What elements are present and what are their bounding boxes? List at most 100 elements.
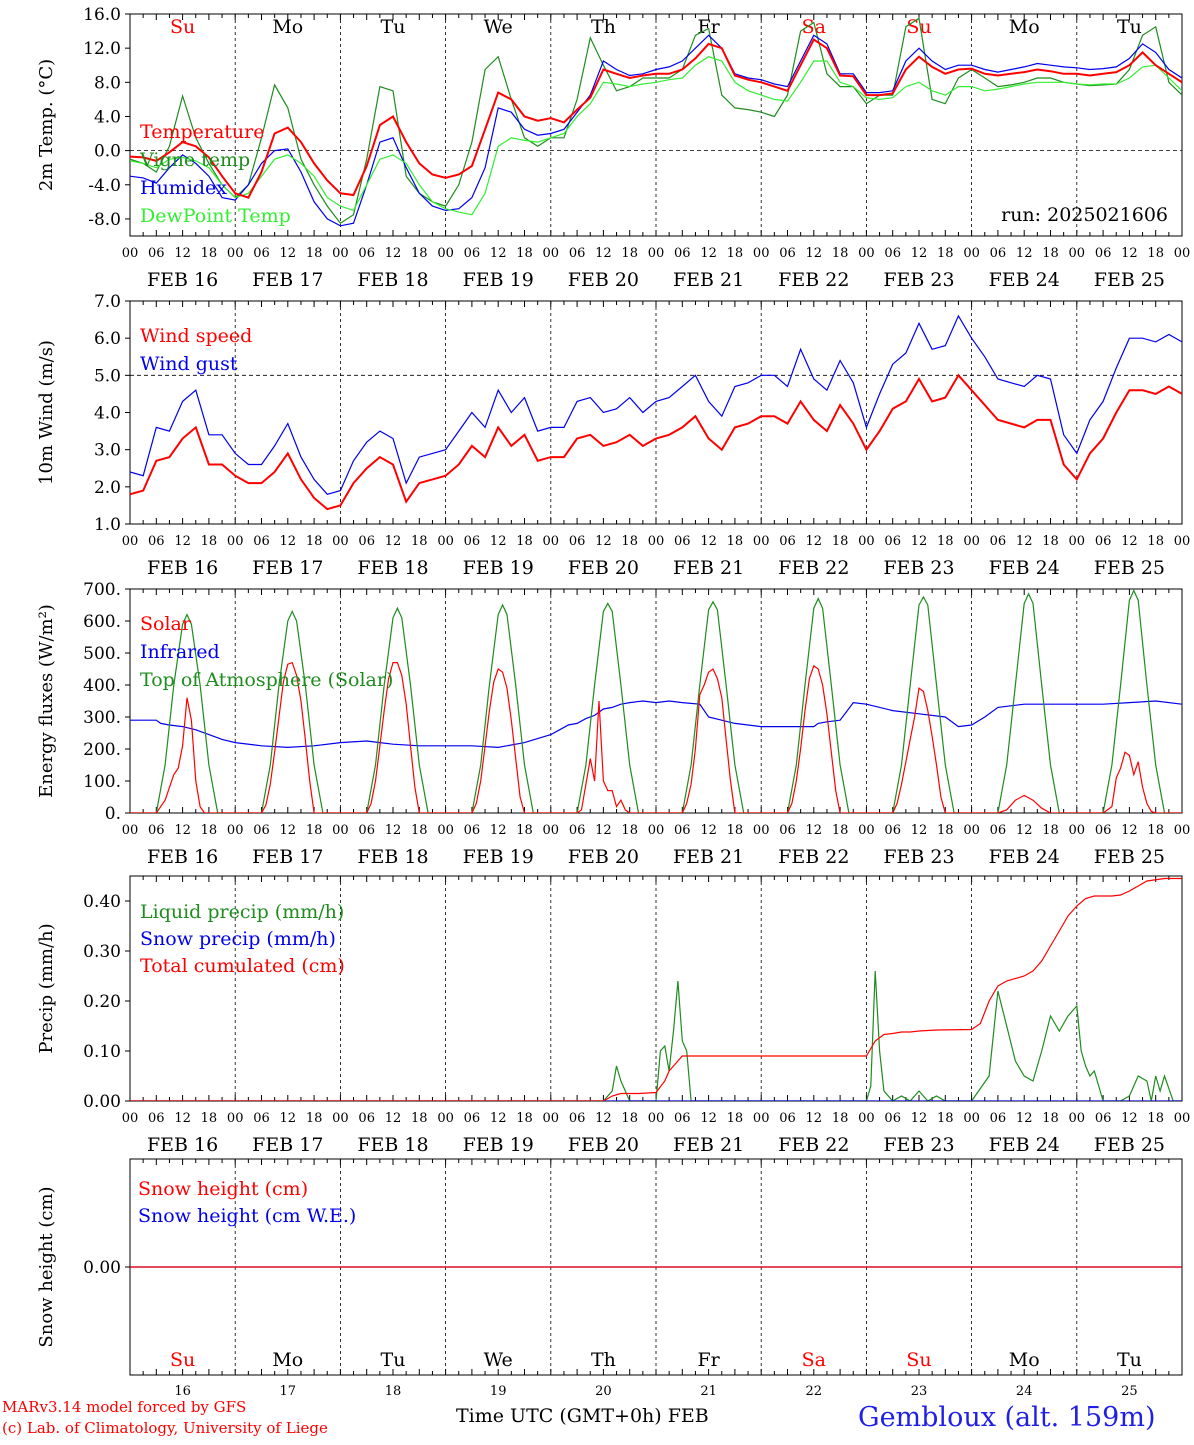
panel-frame [129,300,1183,525]
x-hour-label: 06 [464,534,481,549]
x-hour-label: 12 [911,246,928,261]
x-hour-label: 06 [569,246,586,261]
x-hour-label: 00 [753,1111,770,1126]
y-tick-label: 6.0 [94,329,121,349]
x-hour-label: 06 [990,823,1007,838]
weekday-label: Su [906,1349,931,1371]
x-hour-label: 06 [569,534,586,549]
x-hour-label: 18 [1042,246,1059,261]
x-hour-label: 06 [148,1111,165,1126]
x-date-label: FEB 23 [883,846,954,868]
x-hour-label: 12 [1016,823,1033,838]
x-date-label: FEB 19 [463,1134,534,1156]
series-line-solar [130,661,1182,813]
y-tick-label: -8.0 [88,210,121,230]
x-date-label: FEB 19 [463,557,534,579]
x-hour-label: 00 [648,246,665,261]
x-hour-label: 18 [621,1111,638,1126]
x-hour-label: 12 [490,1111,507,1126]
legend-entry: Snow height (cm) [138,1178,308,1200]
day-number-label: 18 [385,1384,402,1399]
x-hour-label: 06 [779,823,796,838]
x-hour-label: 18 [306,246,323,261]
x-hour-label: 18 [1147,1111,1164,1126]
x-hour-label: 00 [437,246,454,261]
x-hour-label: 12 [806,823,823,838]
x-hour-label: 06 [884,534,901,549]
x-hour-label: 00 [1069,534,1086,549]
x-hour-label: 18 [832,534,849,549]
x-hour-label: 00 [437,823,454,838]
x-hour-label: 06 [253,246,270,261]
y-axis-title: Energy fluxes (W/m²) [36,604,57,798]
x-hour-label: 00 [858,823,875,838]
x-hour-label: 18 [1147,534,1164,549]
y-tick-label: 5.0 [94,366,121,386]
x-hour-label: 18 [1042,1111,1059,1126]
series-line-temperature [130,38,1182,199]
x-date-label: FEB 22 [778,269,849,291]
weekday-label: Su [906,16,931,38]
y-tick-label: 1.0 [94,515,121,535]
x-hour-label: 12 [385,1111,402,1126]
x-date-label: FEB 24 [989,846,1060,868]
x-hour-label: 00 [858,246,875,261]
x-hour-label: 12 [806,534,823,549]
run-annotation: run: 2025021606 [1001,204,1168,226]
x-hour-label: 12 [700,1111,717,1126]
x-hour-label: 00 [437,1111,454,1126]
legend-entry: Temperature [140,121,264,143]
x-hour-label: 12 [911,1111,928,1126]
legend-entry: Wind gust [140,353,238,375]
x-hour-label: 00 [648,534,665,549]
x-date-label: FEB 18 [357,1134,428,1156]
x-hour-label: 18 [727,1111,744,1126]
x-date-label: FEB 21 [673,846,744,868]
x-hour-label: 00 [543,823,560,838]
x-hour-label: 06 [990,246,1007,261]
x-hour-label: 06 [569,823,586,838]
day-number-label: 24 [1016,1384,1033,1399]
y-axis-title: Snow height (cm) [36,1186,57,1347]
x-hour-label: 00 [227,246,244,261]
x-hour-label: 06 [990,534,1007,549]
x-hour-label: 06 [779,246,796,261]
x-date-label: FEB 20 [568,557,639,579]
series-line-liquid-precip-mm-h [130,970,1182,1101]
x-hour-label: 00 [963,246,980,261]
legend-entry: Total cumulated (cm) [140,955,345,977]
x-hour-label: 12 [1121,246,1138,261]
weekday-label: Th [591,16,616,38]
x-hour-label: 06 [884,246,901,261]
x-date-label: FEB 17 [252,846,323,868]
x-hour-label: 06 [253,823,270,838]
y-tick-label: 600. [83,612,121,632]
x-date-label: FEB 22 [778,557,849,579]
x-hour-label: 18 [201,246,218,261]
x-hour-label: 18 [411,1111,428,1126]
x-date-label: FEB 25 [1094,557,1165,579]
legend-entry: Snow precip (mm/h) [140,928,336,950]
x-hour-label: 00 [648,1111,665,1126]
x-hour-label: 06 [148,823,165,838]
x-hour-label: 12 [806,246,823,261]
x-hour-label: 12 [1016,1111,1033,1126]
x-hour-label: 18 [937,1111,954,1126]
x-hour-label: 12 [385,246,402,261]
weekday-label: Mo [272,1349,303,1371]
weekday-label: Tu [381,16,406,38]
x-hour-label: 00 [858,534,875,549]
day-number-label: 17 [280,1384,297,1399]
x-date-label: FEB 25 [1094,1134,1165,1156]
x-hour-label: 00 [227,823,244,838]
y-tick-label: 0.30 [83,942,121,962]
y-tick-label: 0.10 [83,1042,121,1062]
x-hour-label: 12 [595,1111,612,1126]
x-hour-label: 00 [753,246,770,261]
x-hour-label: 12 [385,823,402,838]
x-hour-label: 06 [464,1111,481,1126]
series-line-infrared [130,700,1182,749]
day-number-label: 19 [490,1384,507,1399]
x-hour-label: 12 [595,246,612,261]
